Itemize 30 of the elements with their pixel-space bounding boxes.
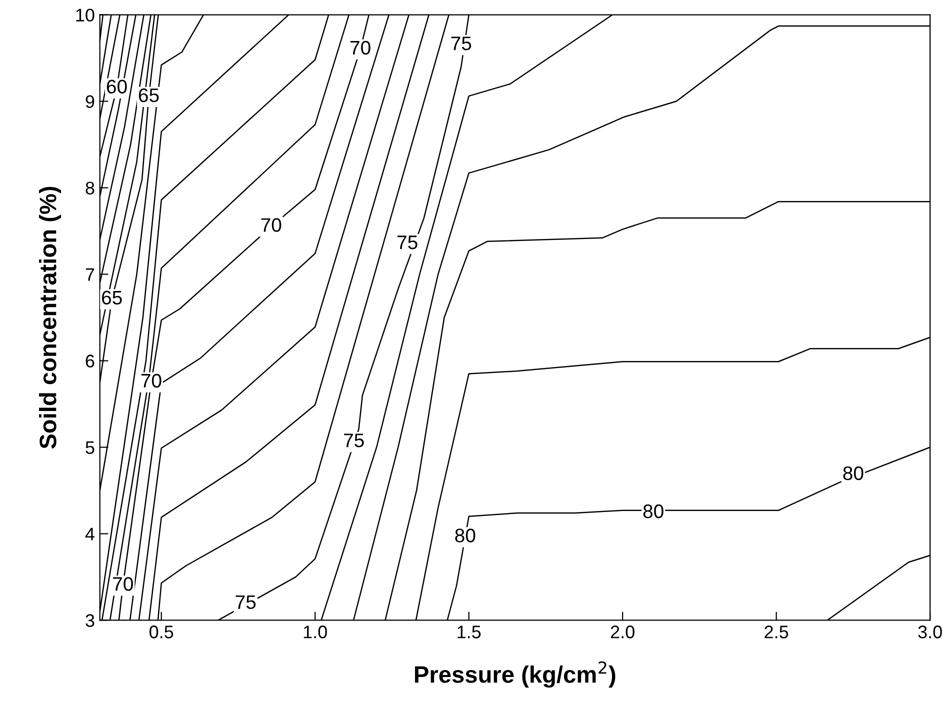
y-tick-label: 7 xyxy=(86,268,94,281)
x-tick-label: 1.0 xyxy=(304,626,327,638)
x-tick-label: 2.5 xyxy=(764,626,788,638)
annotation: 75 xyxy=(344,434,364,448)
y-tick-label: 3 xyxy=(86,614,94,627)
annotation: 60 xyxy=(106,80,127,94)
y-tick-label: 4 xyxy=(85,528,94,540)
annotation: 65 xyxy=(102,290,122,305)
annotation: 75 xyxy=(236,595,256,610)
annotation: 75 xyxy=(398,236,418,250)
annotation: 70 xyxy=(350,40,370,55)
x-tick-label: 2.0 xyxy=(610,626,634,638)
x-tick-label: 0.5 xyxy=(150,626,174,638)
annotation: 80 xyxy=(643,504,664,518)
x-axis-title: Pressure (kg/cm$^{2}$) xyxy=(415,661,616,688)
x-tick-label: 3.0 xyxy=(918,626,942,638)
annotation: 80 xyxy=(455,528,476,542)
annotation: 70 xyxy=(261,218,282,232)
y-tick-label: 9 xyxy=(86,95,94,108)
y-tick-label: 5 xyxy=(86,441,94,454)
y-tick-label: 8 xyxy=(86,182,94,194)
annotation: 65 xyxy=(138,88,159,102)
annotation: 80 xyxy=(843,466,864,480)
annotation: 75 xyxy=(451,36,472,50)
x-tick-label: 1.5 xyxy=(458,626,481,638)
annotation: 70 xyxy=(141,374,162,388)
y-tick-label: 10 xyxy=(76,8,94,22)
annotation: 70 xyxy=(113,577,133,591)
y-tick-label: 6 xyxy=(86,354,94,368)
y-axis-title: Soild concentration (%) xyxy=(39,186,62,449)
